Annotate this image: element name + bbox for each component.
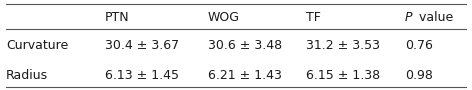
Text: 30.6 ± 3.48: 30.6 ± 3.48	[208, 39, 282, 51]
Text: Curvature: Curvature	[6, 39, 68, 51]
Text: 6.13 ± 1.45: 6.13 ± 1.45	[105, 69, 178, 82]
Text: value: value	[415, 11, 454, 24]
Text: 6.15 ± 1.38: 6.15 ± 1.38	[306, 69, 380, 82]
Text: P: P	[405, 11, 413, 24]
Text: 0.76: 0.76	[405, 39, 433, 51]
Text: PTN: PTN	[105, 11, 129, 24]
Text: Radius: Radius	[6, 69, 48, 82]
Text: 30.4 ± 3.67: 30.4 ± 3.67	[105, 39, 179, 51]
Text: 6.21 ± 1.43: 6.21 ± 1.43	[208, 69, 282, 82]
Text: 0.98: 0.98	[405, 69, 433, 82]
Text: TF: TF	[306, 11, 321, 24]
Text: WOG: WOG	[208, 11, 240, 24]
Text: 31.2 ± 3.53: 31.2 ± 3.53	[306, 39, 380, 51]
